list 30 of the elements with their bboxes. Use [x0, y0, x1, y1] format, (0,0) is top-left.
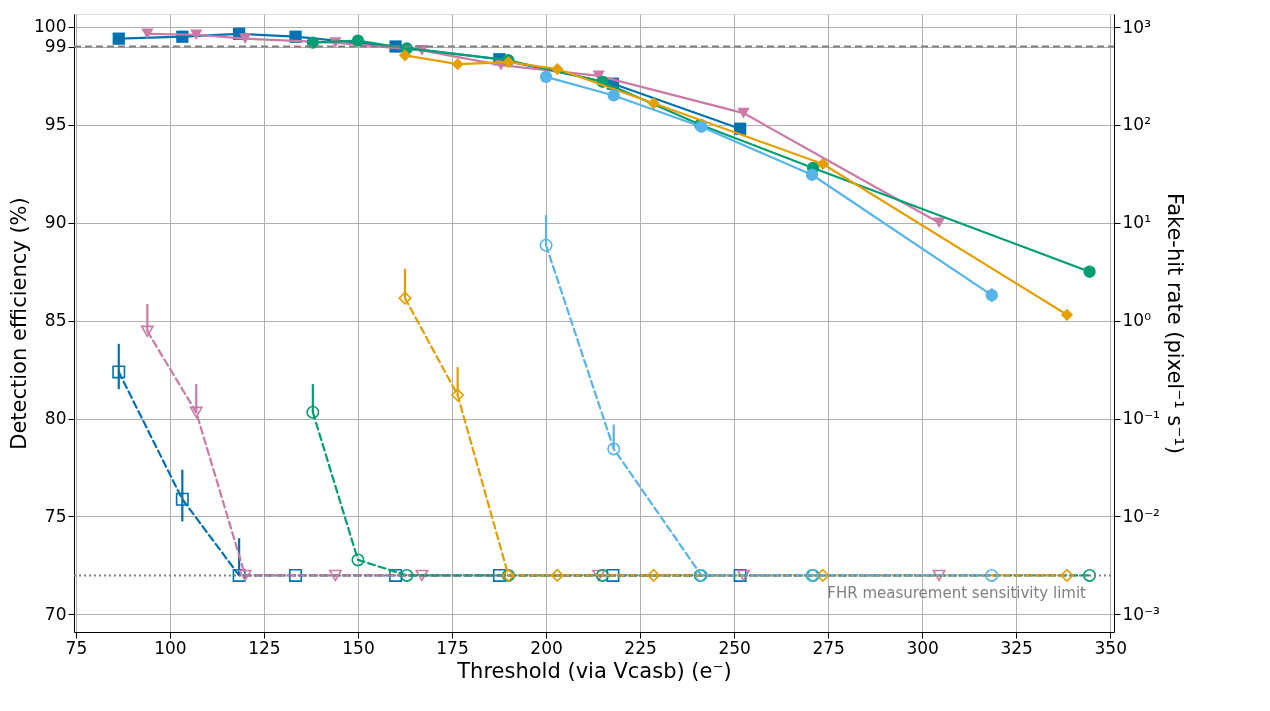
y-tick-label: 99 — [44, 36, 67, 57]
y-tick-label: 90 — [44, 212, 67, 233]
x-tick-label: 275 — [812, 637, 845, 658]
y2-tick-label: 10⁻³ — [1122, 603, 1160, 624]
y-tick-label: 75 — [44, 505, 67, 526]
x-tick-label: 200 — [530, 637, 563, 658]
x-tick-label: 225 — [624, 637, 657, 658]
y2-tick-label: 10¹ — [1122, 212, 1151, 233]
y2-tick-label: 10³ — [1122, 16, 1151, 37]
y-tick-label: 85 — [44, 310, 67, 331]
y-axis-title: Detection efficiency (%) — [7, 197, 32, 450]
y2-tick-label: 10⁻² — [1122, 505, 1160, 526]
y-tick-label: 100 — [34, 16, 67, 37]
y2-tick-label: 10⁰ — [1122, 310, 1152, 331]
x-tick-label: 325 — [1000, 637, 1033, 658]
x-tick-label: 150 — [342, 637, 375, 658]
x-axis-title: Threshold (via Vcasb) (e⁻) — [456, 658, 732, 683]
y2-tick-label: 10⁻¹ — [1122, 408, 1160, 429]
y-tick-label: 80 — [44, 408, 67, 429]
y-tick-label: 70 — [44, 603, 67, 624]
x-tick-label: 250 — [718, 637, 751, 658]
y-tick-label: 95 — [44, 114, 67, 135]
x-tick-label: 300 — [906, 637, 939, 658]
x-tick-label: 175 — [436, 637, 469, 658]
x-tick-label: 125 — [248, 637, 281, 658]
x-tick-label: 100 — [154, 637, 187, 658]
x-tick-label: 75 — [65, 637, 88, 658]
x-tick-label: 350 — [1094, 637, 1127, 658]
y2-axis-title: Fake-hit rate (pixel⁻¹ s⁻¹) — [1162, 192, 1187, 455]
y2-tick-label: 10² — [1122, 114, 1151, 135]
